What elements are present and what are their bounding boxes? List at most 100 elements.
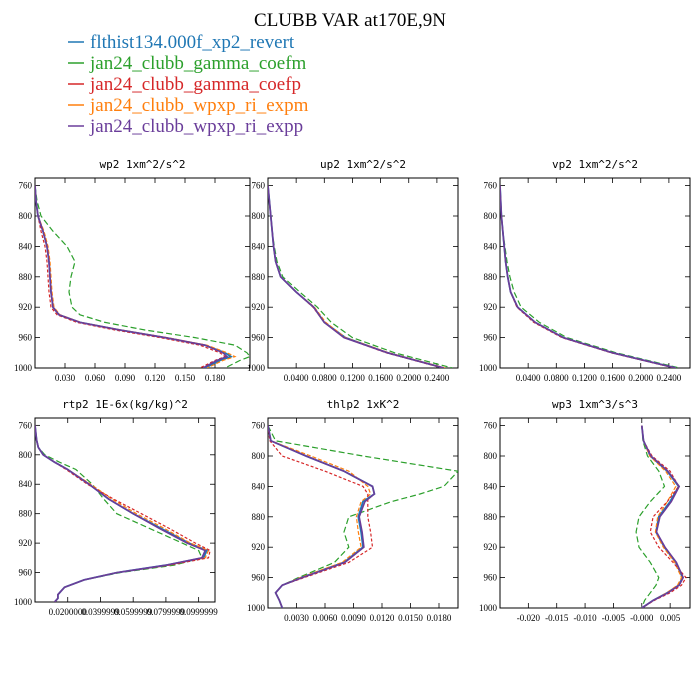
y-tick-label: 800 xyxy=(19,211,33,221)
x-tick-label: 0.2400 xyxy=(657,373,682,383)
series-line-4 xyxy=(35,425,210,602)
series-line-5 xyxy=(35,185,229,368)
legend-entry-1: flthist134.000f_xp2_revert xyxy=(90,32,295,53)
panels: wp2 1xm^2/s^2 760 800 840 880 920 960 1000 0.030… xyxy=(14,158,691,623)
x-tick-label: 0.2400 xyxy=(425,373,450,383)
y-tick-label: 840 xyxy=(19,241,33,251)
y-tick-label: 920 xyxy=(484,542,498,552)
x-tick-label: 0.0180 xyxy=(427,613,452,623)
y-tick-label: 760 xyxy=(484,181,498,191)
x-tick-label: 0.0400 xyxy=(516,373,541,383)
x-tick-label: 0.180 xyxy=(205,373,226,383)
x-tick-label: 0.2000 xyxy=(628,373,653,383)
y-tick-label: 880 xyxy=(484,512,498,522)
y-tick-label: 880 xyxy=(19,509,33,519)
y-tick-label: 840 xyxy=(484,241,498,251)
panel-title: up2 1xm^2/s^2 xyxy=(320,158,406,171)
series-line-5 xyxy=(500,185,677,368)
y-tick-label: 960 xyxy=(484,573,498,583)
series-line-3 xyxy=(35,425,211,602)
series-line-4 xyxy=(268,185,446,368)
x-tick-label: 0.060 xyxy=(85,373,106,383)
y-tick-label: 840 xyxy=(19,479,33,489)
y-tick-label: 840 xyxy=(252,481,266,491)
x-tick-label: -0.005 xyxy=(602,613,626,623)
series-line-2 xyxy=(35,425,203,602)
x-tick-label: 0.1200 xyxy=(340,373,365,383)
series-line-1 xyxy=(268,185,445,368)
y-tick-label: 840 xyxy=(484,481,498,491)
panel-3: vp2 1xm^2/s^2 760 800 840 880 920 960 1000 0.040… xyxy=(479,158,691,383)
legend-entry-2: jan24_clubb_gamma_coefm xyxy=(89,53,307,74)
y-tick-label: 1000 xyxy=(247,363,266,373)
x-tick-label: 0.0090 xyxy=(341,613,366,623)
panel-frame xyxy=(34,417,216,603)
y-tick-label: 800 xyxy=(252,451,266,461)
panel-4: rtp2 1E-6x(kg/kg)^2 760 800 840 880 920 960 100… xyxy=(14,398,218,617)
series-line-2 xyxy=(500,185,680,368)
panel-title: wp3 1xm^3/s^3 xyxy=(552,398,638,411)
x-tick-label: 0.0200000 xyxy=(49,607,88,617)
x-tick-label: 0.0400 xyxy=(284,373,309,383)
panel-frame xyxy=(34,177,251,369)
y-tick-label: 1000 xyxy=(14,597,33,607)
panel-5: thlp2 1xK^2 760 800 840 880 920 960 1000 0.0030 0… xyxy=(247,398,459,623)
series-line-2 xyxy=(268,185,453,368)
y-tick-label: 760 xyxy=(252,421,266,431)
x-tick-label: -0.000 xyxy=(630,613,654,623)
series-line-4 xyxy=(35,185,237,368)
legend-entry-3: jan24_clubb_gamma_coefp xyxy=(89,74,301,95)
y-tick-label: 800 xyxy=(19,450,33,460)
y-tick-label: 1000 xyxy=(14,363,33,373)
series-line-5 xyxy=(641,425,685,608)
x-tick-label: 0.0150 xyxy=(398,613,423,623)
y-tick-label: 1000 xyxy=(479,603,498,613)
y-tick-label: 960 xyxy=(252,333,266,343)
series-line-3 xyxy=(35,185,227,368)
x-tick-label: 0.2000 xyxy=(396,373,421,383)
y-tick-label: 920 xyxy=(19,302,33,312)
x-tick-label: 0.0599999 xyxy=(114,607,153,617)
x-tick-label: 0.0999999 xyxy=(180,607,219,617)
panel-6: wp3 1xm^3/s^3 760 800 840 880 920 960 1000 -0.02… xyxy=(479,398,691,623)
x-tick-label: 0.0800 xyxy=(312,373,337,383)
series-line-1 xyxy=(35,425,209,602)
series-line-3 xyxy=(500,185,675,368)
y-tick-label: 800 xyxy=(484,211,498,221)
x-tick-label: 0.0030 xyxy=(284,613,309,623)
x-tick-label: -0.015 xyxy=(545,613,569,623)
series-line-2 xyxy=(635,425,666,608)
x-tick-label: 0.030 xyxy=(55,373,76,383)
x-tick-label: 0.0799999 xyxy=(147,607,186,617)
x-tick-label: -0.020 xyxy=(517,613,541,623)
panel-frame xyxy=(499,417,691,609)
legend: flthist134.000f_xp2_revertjan24_clubb_ga… xyxy=(68,32,309,137)
x-tick-label: 0.0060 xyxy=(313,613,338,623)
panel-frame xyxy=(499,177,691,369)
y-tick-label: 800 xyxy=(252,211,266,221)
y-tick-label: 960 xyxy=(484,333,498,343)
legend-entry-4: jan24_clubb_wpxp_ri_expm xyxy=(89,95,309,116)
x-tick-label: 0.090 xyxy=(115,373,136,383)
series-line-2 xyxy=(35,185,250,368)
x-tick-label: 0.120 xyxy=(145,373,166,383)
panel-frame xyxy=(267,417,459,609)
y-tick-label: 920 xyxy=(252,302,266,312)
y-tick-label: 960 xyxy=(19,568,33,578)
y-tick-label: 880 xyxy=(484,272,498,282)
y-tick-label: 800 xyxy=(484,451,498,461)
panel-title: thlp2 1xK^2 xyxy=(327,398,400,411)
x-tick-label: 0.0120 xyxy=(370,613,395,623)
y-tick-label: 760 xyxy=(252,181,266,191)
x-tick-label: -0.010 xyxy=(573,613,597,623)
y-tick-label: 960 xyxy=(252,573,266,583)
series-line-5 xyxy=(268,185,445,368)
y-tick-label: 760 xyxy=(19,420,33,430)
x-tick-label: 0.0800 xyxy=(544,373,569,383)
y-tick-label: 960 xyxy=(19,333,33,343)
series-line-3 xyxy=(641,425,687,608)
series-line-4 xyxy=(268,425,372,608)
series-line-1 xyxy=(35,185,234,368)
y-tick-label: 1000 xyxy=(247,603,266,613)
